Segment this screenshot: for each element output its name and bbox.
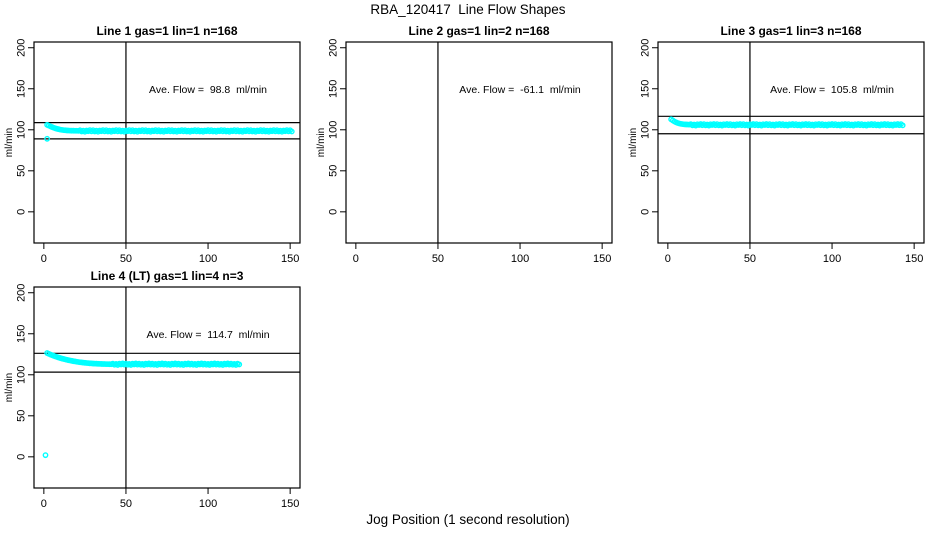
x-tick-label: 50 xyxy=(432,253,444,265)
x-axis-label: Jog Position (1 second resolution) xyxy=(366,512,570,527)
flow-outlier-point xyxy=(42,452,49,459)
plot-box xyxy=(345,41,613,244)
y-tick-label: 0 xyxy=(328,209,340,215)
y-tick-label: 150 xyxy=(16,325,28,343)
y-tick-label: 0 xyxy=(16,454,28,460)
x-tick-label: 50 xyxy=(120,498,132,510)
plot-box xyxy=(33,286,301,489)
y-tick-label: 100 xyxy=(16,366,28,384)
y-axis-label: ml/min xyxy=(628,128,639,157)
y-tick-label: 200 xyxy=(328,39,340,57)
x-tick-label: 150 xyxy=(281,498,299,510)
y-tick-label: 150 xyxy=(640,80,652,98)
x-tick-label: 0 xyxy=(665,253,671,265)
x-tick-label: 0 xyxy=(41,498,47,510)
x-tick-label: 150 xyxy=(905,253,923,265)
flow-point xyxy=(288,128,295,135)
y-tick-label: 100 xyxy=(328,121,340,139)
y-tick-label: 200 xyxy=(16,284,28,302)
subplot-4: Line 4 (LT) gas=1 lin=4 n=3 ml/min 0 50 100 1… xyxy=(4,269,301,510)
y-tick-label: 0 xyxy=(16,209,28,215)
x-tick-label: 100 xyxy=(823,253,841,265)
data-points xyxy=(44,121,295,142)
y-tick-label: 200 xyxy=(640,39,652,57)
y-tick-label: 150 xyxy=(16,80,28,98)
plot-box xyxy=(33,41,301,244)
subplot-title: Line 4 (LT) gas=1 lin=4 n=3 xyxy=(91,269,244,283)
data-points xyxy=(668,116,906,129)
subplot-title: Line 2 gas=1 lin=2 n=168 xyxy=(408,24,549,38)
y-tick-label: 150 xyxy=(328,80,340,98)
x-tick-label: 150 xyxy=(281,253,299,265)
x-tick-label: 100 xyxy=(199,498,217,510)
y-tick-label: 50 xyxy=(16,165,28,177)
x-tick-label: 0 xyxy=(41,253,47,265)
x-tick-label: 0 xyxy=(353,253,359,265)
y-tick-label: 200 xyxy=(16,39,28,57)
x-tick-label: 50 xyxy=(744,253,756,265)
x-tick-label: 50 xyxy=(120,253,132,265)
average-flow-annotation: Ave. Flow = -61.1 ml/min xyxy=(459,84,581,96)
y-tick-label: 100 xyxy=(640,121,652,139)
y-axis-label: ml/min xyxy=(4,373,15,402)
y-axis-label: ml/min xyxy=(4,128,15,157)
data-points xyxy=(42,350,243,459)
average-flow-annotation: Ave. Flow = 105.8 ml/min xyxy=(770,84,894,96)
subplot-1: Line 1 gas=1 lin=1 n=168 ml/min 0 50 100 150 0… xyxy=(4,24,301,265)
x-tick-label: 100 xyxy=(199,253,217,265)
plot-box xyxy=(657,41,925,244)
y-tick-label: 50 xyxy=(328,165,340,177)
subplot-2: Line 2 gas=1 lin=2 n=168 ml/min 0 50 100 150 0… xyxy=(316,24,613,265)
y-tick-label: 0 xyxy=(640,209,652,215)
y-tick-label: 100 xyxy=(16,121,28,139)
subplot-title: Line 3 gas=1 lin=3 n=168 xyxy=(720,24,861,38)
x-tick-label: 100 xyxy=(511,253,529,265)
subplot-title: Line 1 gas=1 lin=1 n=168 xyxy=(96,24,237,38)
average-flow-annotation: Ave. Flow = 114.7 ml/min xyxy=(147,329,270,341)
figure-title: RBA_120417 Line Flow Shapes xyxy=(370,2,566,17)
flow-point xyxy=(236,361,243,368)
y-tick-label: 50 xyxy=(640,165,652,177)
average-flow-annotation: Ave. Flow = 98.8 ml/min xyxy=(149,84,267,96)
flow-outlier-point xyxy=(44,135,51,142)
y-axis-label: ml/min xyxy=(316,128,327,157)
x-tick-label: 150 xyxy=(593,253,611,265)
subplot-3: Line 3 gas=1 lin=3 n=168 ml/min 0 50 100 150 0… xyxy=(628,24,925,265)
flow-point xyxy=(899,122,906,129)
y-tick-label: 50 xyxy=(16,410,28,422)
